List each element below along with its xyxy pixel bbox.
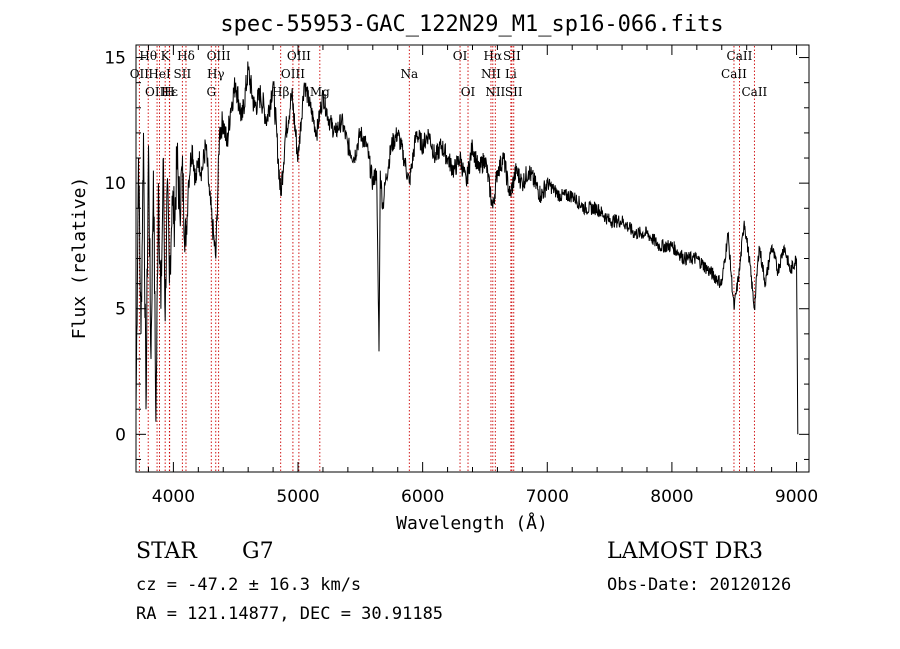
observation-date: Obs-Date: 20120126 [607,575,791,595]
spectrum-series [135,61,799,435]
marker-label: CaII [741,85,767,99]
marker-label: NII [485,85,505,99]
y-tick-label: 10 [104,174,126,194]
marker-label: OIII [207,49,231,63]
object-subclass: G7 [242,539,274,564]
marker-label: H [164,85,174,99]
x-tick-label: 9000 [775,487,818,507]
marker-label: Hβ [272,85,289,99]
marker-label: HeI [148,67,171,81]
x-tick-label: 6000 [401,487,444,507]
marker-label: SII [174,67,192,81]
survey-name: LAMOST DR3 [607,539,763,564]
y-tick-label: 5 [115,300,126,320]
x-tick-label: 5000 [276,487,319,507]
x-tick-label: 4000 [152,487,195,507]
x-tick-label: 8000 [650,487,693,507]
marker-label: OIII [281,67,305,81]
marker-label: OI [453,49,468,63]
marker-label: NII [481,67,501,81]
spectrum-line [135,61,799,435]
marker-label: OII [130,67,150,81]
marker-label: Hγ [207,67,225,81]
marker-label: CaII [727,49,753,63]
marker-label: Li [505,67,517,81]
marker-label: OIII [287,49,311,63]
x-axis-ticks: 4000 5000 6000 7000 8000 9000 [147,45,818,507]
y-axis-ticks: 0 5 10 15 [104,49,809,460]
marker-label: CaII [721,67,747,81]
marker-label: Na [400,67,418,81]
marker-label: OI [461,85,476,99]
y-tick-label: 15 [104,49,126,69]
chart-title: spec-55953-GAC_122N29_M1_sp16-066.fits [220,12,723,37]
x-axis-label: Wavelength (Å) [396,512,548,534]
coordinates-text: RA = 121.14877, DEC = 30.91185 [136,604,443,624]
marker-label: SII [505,85,523,99]
marker-label: Hα [484,49,503,63]
marker-label: OIII [145,85,169,99]
marker-label: Hδ [177,49,195,63]
marker-label: K [161,49,171,63]
y-axis-label: Flux (relative) [69,177,90,340]
marker-label: Hθ [139,49,157,63]
marker-label: G [206,85,216,99]
object-type: STAR [136,539,198,564]
redshift-text: cz = -47.2 ± 16.3 km/s [136,575,361,595]
marker-label: Mg [310,85,330,99]
x-tick-label: 7000 [526,487,569,507]
plot-frame [135,44,810,473]
marker-label: SII [503,49,521,63]
y-tick-label: 0 [115,425,126,445]
